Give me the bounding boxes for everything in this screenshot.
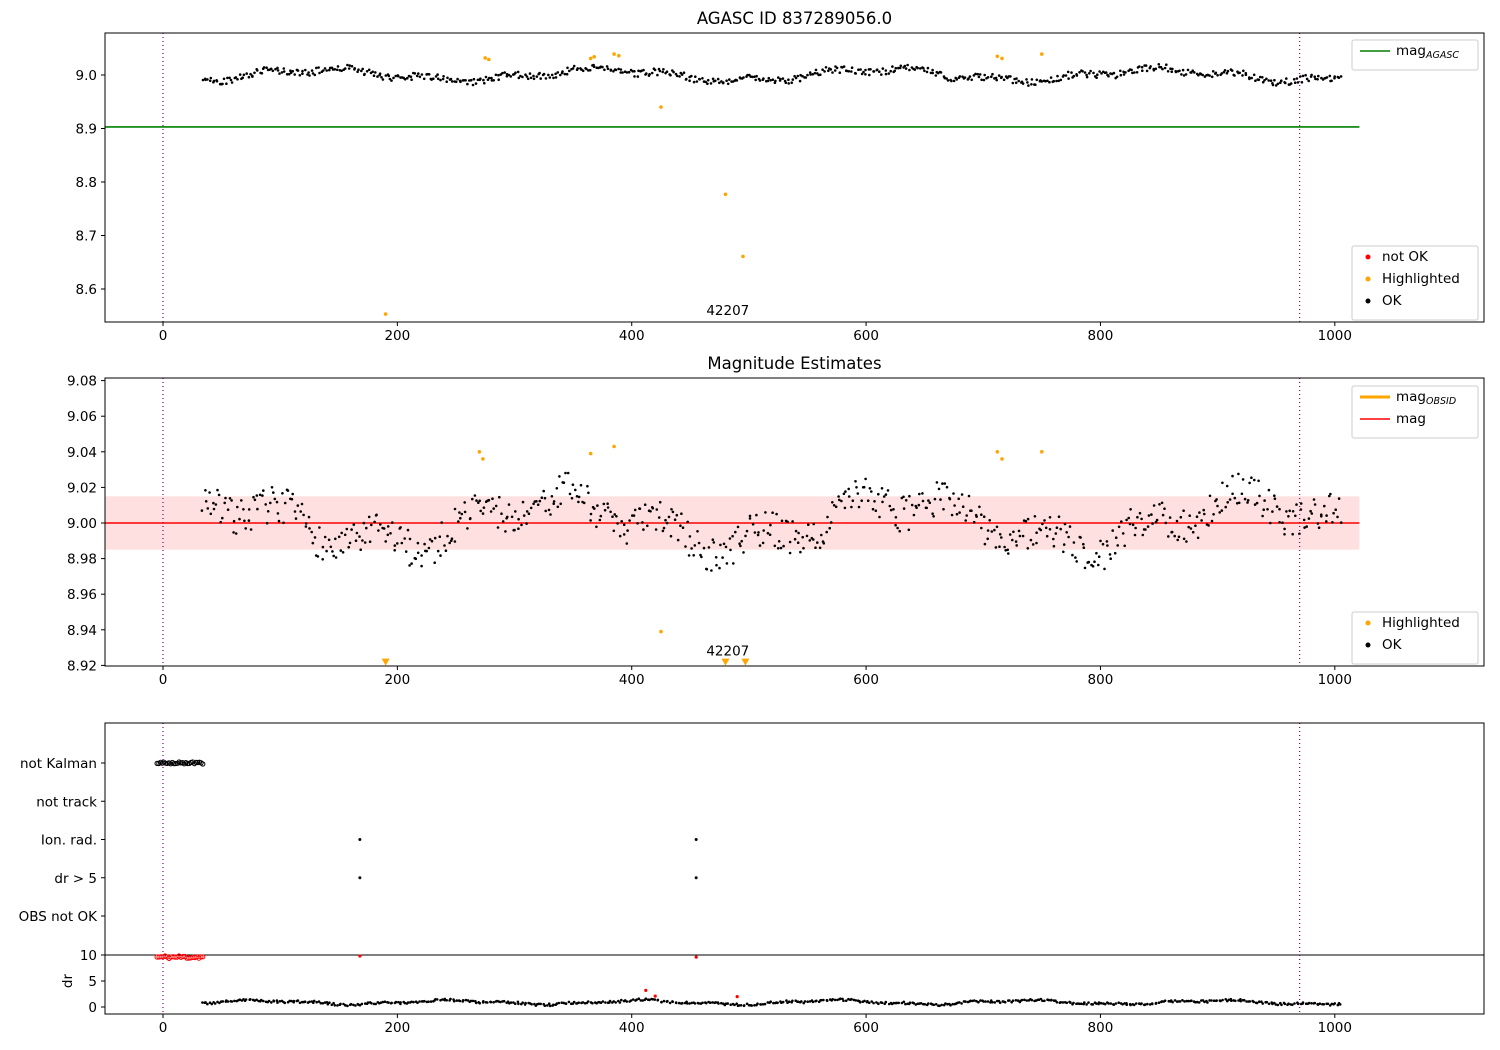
panel-1-legend-top: magAGASC <box>1351 39 1479 71</box>
panel-2-highlighted-points <box>477 444 1044 634</box>
panel-3-not-kalman-points <box>154 759 206 767</box>
svg-text:400: 400 <box>619 328 645 344</box>
panel-1-plot-area <box>105 52 1360 316</box>
svg-text:AGASC ID 837289056.0: AGASC ID 837289056.0 <box>697 9 892 28</box>
svg-text:8.9: 8.9 <box>76 122 97 138</box>
panel-2-legend-bottom-label: OK <box>1382 637 1403 653</box>
panel-2-legend-bottom-label: Highlighted <box>1382 615 1460 631</box>
panel-3-flag-points <box>358 838 698 880</box>
svg-text:600: 600 <box>853 672 879 688</box>
svg-text:200: 200 <box>384 1020 410 1036</box>
svg-text:0: 0 <box>159 672 168 688</box>
svg-text:200: 200 <box>384 672 410 688</box>
svg-text:10: 10 <box>80 948 97 964</box>
svg-text:42207: 42207 <box>706 644 749 660</box>
svg-text:9.06: 9.06 <box>67 409 97 425</box>
svg-text:1000: 1000 <box>1318 1020 1352 1036</box>
panel-1-frame <box>104 32 1485 323</box>
panel-2-xticks: 0 200 400 600 800 1000 <box>159 666 1352 688</box>
panel-1-xticks: 0 200 400 600 800 1000 <box>159 322 1352 344</box>
svg-text:400: 400 <box>619 1020 645 1036</box>
svg-text:42207: 42207 <box>706 303 749 319</box>
panel-2-plot-area <box>105 444 1360 666</box>
svg-text:dr > 5: dr > 5 <box>54 871 97 887</box>
svg-text:1000: 1000 <box>1318 672 1352 688</box>
svg-text:1000: 1000 <box>1318 328 1352 344</box>
panel-1-ok-points <box>201 63 1343 87</box>
svg-text:OBS not OK: OBS not OK <box>19 909 99 925</box>
panel-3-dr-ticks: 10 5 0 <box>80 948 105 1016</box>
svg-text:600: 600 <box>853 1020 879 1036</box>
svg-text:400: 400 <box>619 672 645 688</box>
svg-text:8.7: 8.7 <box>76 229 97 245</box>
svg-text:0: 0 <box>159 328 168 344</box>
panel-3-frame <box>104 722 1485 1015</box>
svg-text:8.8: 8.8 <box>76 175 97 191</box>
svg-text:not track: not track <box>36 794 97 810</box>
svg-text:200: 200 <box>384 328 410 344</box>
panel-1-legend-bottom: not OK Highlighted OK <box>1351 245 1479 321</box>
svg-text:800: 800 <box>1088 1020 1114 1036</box>
svg-text:800: 800 <box>1088 328 1114 344</box>
panel-2-legend-top-label: mag <box>1396 411 1426 427</box>
panel-2-title: Magnitude Estimates <box>707 354 881 373</box>
svg-text:9.08: 9.08 <box>67 374 97 390</box>
panel-3-not-ok-dr-points <box>154 953 739 999</box>
svg-text:0: 0 <box>159 1020 168 1036</box>
panel-1-legend-bottom-label: not OK <box>1382 249 1429 265</box>
panel-2-yticks: 8.92 8.94 8.96 8.98 9.00 9.02 9.04 9.06 9.08 <box>67 374 105 674</box>
panel-2-legend-bottom: Highlighted OK <box>1351 611 1479 665</box>
panel-3-plot-area <box>105 759 1484 1008</box>
svg-text:0: 0 <box>88 1000 97 1016</box>
svg-text:Magnitude Estimates: Magnitude Estimates <box>707 354 881 373</box>
svg-text:9.0: 9.0 <box>76 68 97 84</box>
panel-2-annotation: 42207 <box>706 644 749 660</box>
panel-2-clipped-markers <box>381 658 750 666</box>
panel-2-frame <box>104 377 1485 667</box>
panel-1-highlighted-points <box>383 52 1044 316</box>
svg-text:8.98: 8.98 <box>67 552 97 568</box>
panel-1-annotation: 42207 <box>706 303 749 319</box>
panel-2-ok-points <box>200 471 1343 572</box>
panel-1-title: AGASC ID 837289056.0 <box>697 9 892 28</box>
panel-3-xticks: 0 200 400 600 800 1000 <box>159 1014 1352 1036</box>
svg-text:5: 5 <box>88 974 97 990</box>
svg-text:9.02: 9.02 <box>67 480 97 496</box>
svg-text:8.92: 8.92 <box>67 658 97 674</box>
svg-text:not Kalman: not Kalman <box>20 756 97 772</box>
svg-text:600: 600 <box>853 328 879 344</box>
panel-3-dr-axis-label: dr <box>60 973 76 988</box>
panel-1-legend-bottom-label: OK <box>1382 293 1403 309</box>
svg-text:Ion. rad.: Ion. rad. <box>41 833 97 849</box>
svg-text:9.04: 9.04 <box>67 445 97 461</box>
svg-text:8.94: 8.94 <box>67 623 97 639</box>
panel-3-dr-points <box>201 997 1342 1008</box>
panel-1-yticks: 8.6 8.7 8.8 8.9 9.0 <box>76 68 105 298</box>
svg-text:8.6: 8.6 <box>76 282 97 298</box>
svg-text:800: 800 <box>1088 672 1114 688</box>
svg-text:8.96: 8.96 <box>67 587 97 603</box>
panel-3-row-labels: not Kalman not track Ion. rad. dr > 5 OBS no… <box>19 756 105 925</box>
panel-1-legend-bottom-label: Highlighted <box>1382 271 1460 287</box>
svg-text:9.00: 9.00 <box>67 516 97 532</box>
svg-text:dr: dr <box>60 973 76 988</box>
